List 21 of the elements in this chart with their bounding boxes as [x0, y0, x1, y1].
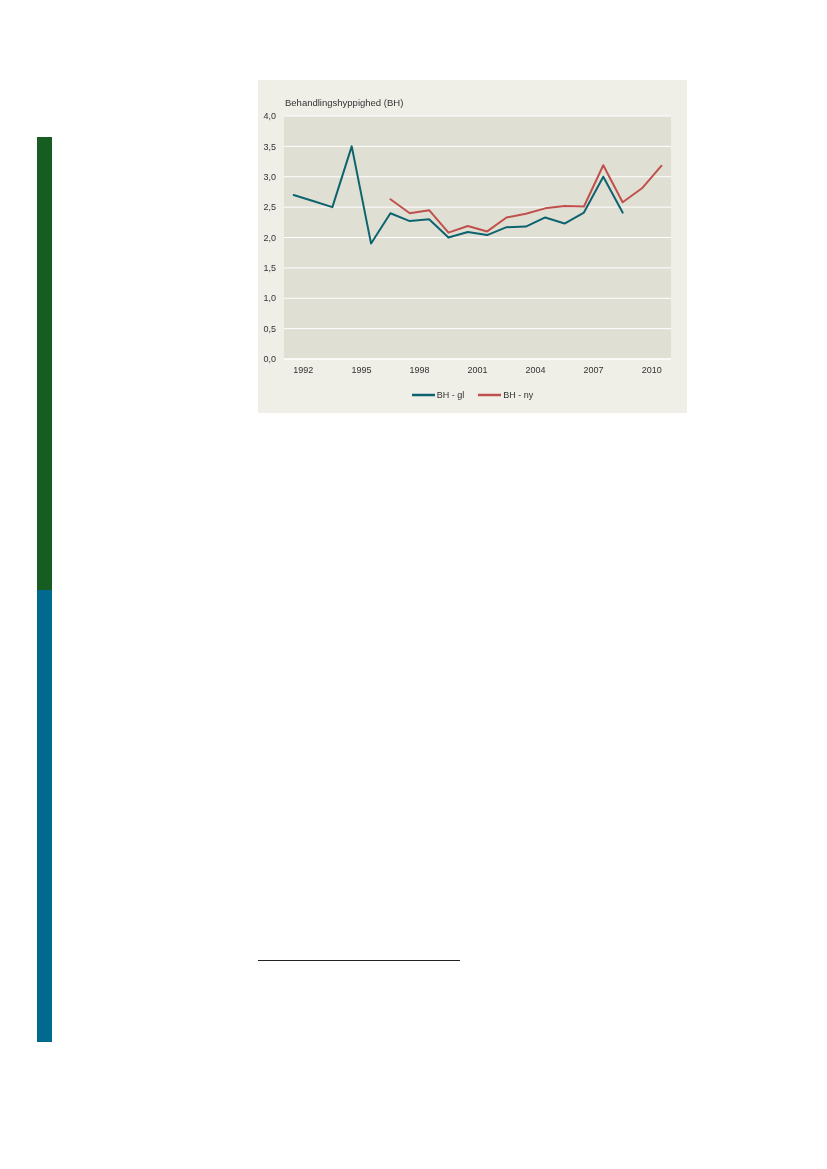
y-axis-title: Behandlingshyppighed (BH) — [285, 97, 404, 108]
y-tick-label: 1,0 — [263, 293, 276, 304]
y-tick-label: 2,0 — [263, 232, 276, 243]
y-tick-label: 0,0 — [263, 354, 276, 365]
x-tick-label: 1998 — [409, 365, 430, 376]
line-series — [389, 164, 663, 234]
legend-label: BH - gl — [436, 390, 465, 400]
y-tick-label: 3,5 — [263, 141, 276, 152]
y-tick-label: 4,0 — [263, 111, 276, 122]
x-tick-label: 2010 — [641, 365, 662, 376]
y-tick-label: 0,5 — [263, 323, 276, 334]
y-tick-label: 3,0 — [263, 171, 276, 182]
y-tick-label: 2,5 — [263, 202, 276, 213]
y-tick-label: 1,5 — [263, 263, 276, 274]
line-series — [292, 145, 624, 245]
x-tick-label: 2007 — [583, 365, 604, 376]
x-tick-label: 1992 — [293, 365, 314, 376]
x-tick-label: 2001 — [467, 365, 488, 376]
x-tick-label: 1995 — [351, 365, 372, 376]
x-tick-label: 2004 — [525, 365, 546, 376]
legend-label: BH - ny — [503, 390, 534, 400]
